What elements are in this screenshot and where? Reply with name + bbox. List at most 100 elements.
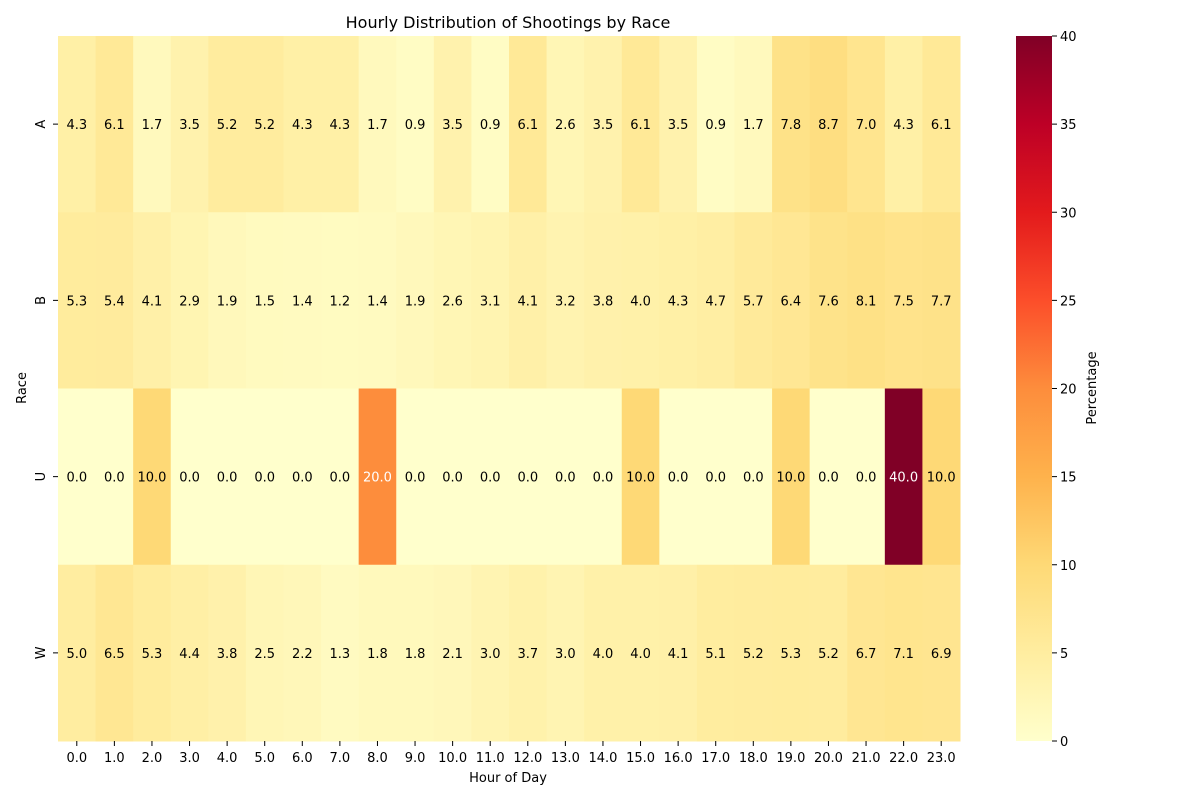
heatmap-cell <box>58 388 97 566</box>
heatmap-cell <box>922 36 961 213</box>
cell-value-label: 5.0 <box>66 647 87 662</box>
cell-value-label: 4.0 <box>630 647 651 662</box>
heatmap-cell <box>509 564 548 742</box>
cell-value-label: 6.7 <box>856 647 877 662</box>
cell-value-label: 4.3 <box>292 118 313 133</box>
x-tick-label: 11.0 <box>476 751 505 766</box>
x-axis-label: Hour of Day <box>469 771 547 786</box>
x-axis: 0.0 1.0 2.0 3.0 4.0 5.0 6.0 7.0 8.0 9.0 10.0 11.0 12… <box>66 741 956 766</box>
cell-value-label: 6.1 <box>104 118 125 133</box>
heatmap-cell <box>809 36 848 213</box>
cell-value-label: 1.4 <box>367 294 388 309</box>
heatmap-cell <box>433 36 472 213</box>
x-tick-label: 15.0 <box>626 751 655 766</box>
cell-value-label: 20.0 <box>363 471 392 486</box>
x-tick-label: 19.0 <box>776 751 805 766</box>
x-tick-label: 0.0 <box>66 751 87 766</box>
cell-value-label: 5.4 <box>104 294 125 309</box>
heatmap-cell <box>358 564 397 742</box>
heatmap-cell <box>133 212 172 389</box>
heatmap-cell <box>58 36 97 213</box>
cell-value-label: 0.0 <box>705 471 726 486</box>
heatmap-cell <box>208 212 247 389</box>
heatmap-cell <box>509 388 548 566</box>
cell-value-label: 7.1 <box>893 647 914 662</box>
heatmap-cell <box>884 212 923 389</box>
heatmap-cell <box>471 36 510 213</box>
cell-value-label: 6.5 <box>104 647 125 662</box>
cell-value-label: 5.3 <box>142 647 163 662</box>
chart-title: Hourly Distribution of Shootings by Race <box>346 13 671 32</box>
heatmap-cell <box>584 564 623 742</box>
heatmap-cell <box>170 212 209 389</box>
heatmap-cell <box>358 36 397 213</box>
heatmap-cell <box>133 564 172 742</box>
heatmap-cell <box>283 388 322 566</box>
heatmap-cell <box>321 564 360 742</box>
heatmap-cell <box>245 36 284 213</box>
heatmap-cell-labels: 4.3 6.1 1.7 3.5 5.2 5.2 4.3 4.3 1.7 0.9 3.5 0.9 6.1 2… <box>66 118 955 662</box>
heatmap-cell <box>696 212 735 389</box>
heatmap-cell <box>321 212 360 389</box>
colorbar-label: Percentage <box>1085 351 1100 424</box>
cell-value-label: 1.7 <box>142 118 163 133</box>
cell-value-label: 7.0 <box>856 118 877 133</box>
heatmap-cell <box>734 564 773 742</box>
x-tick-label: 13.0 <box>551 751 580 766</box>
cell-value-label: 0.0 <box>442 471 463 486</box>
cell-value-label: 0.0 <box>743 471 764 486</box>
x-tick-label: 9.0 <box>405 751 426 766</box>
cell-value-label: 5.3 <box>66 294 87 309</box>
heatmap-cell <box>433 388 472 566</box>
heatmap-cell <box>471 564 510 742</box>
cell-value-label: 3.8 <box>217 647 238 662</box>
cell-value-label: 10.0 <box>927 471 956 486</box>
cell-value-label: 0.0 <box>668 471 689 486</box>
x-tick-label: 5.0 <box>254 751 275 766</box>
heatmap-cell <box>396 36 435 213</box>
heatmap-cell <box>621 212 660 389</box>
colorbar-tick-label: 10 <box>1060 559 1077 574</box>
cell-value-label: 2.1 <box>442 647 463 662</box>
colorbar-tick-label: 40 <box>1060 30 1077 45</box>
x-tick-label: 21.0 <box>852 751 881 766</box>
cell-value-label: 5.2 <box>254 118 275 133</box>
cell-value-label: 1.9 <box>405 294 426 309</box>
cell-value-label: 1.5 <box>254 294 275 309</box>
cell-value-label: 1.7 <box>367 118 388 133</box>
heatmap-cell <box>208 564 247 742</box>
cell-value-label: 1.4 <box>292 294 313 309</box>
heatmap-cell <box>58 212 97 389</box>
cell-value-label: 0.0 <box>292 471 313 486</box>
x-tick-label: 6.0 <box>292 751 313 766</box>
heatmap-cell <box>621 36 660 213</box>
cell-value-label: 5.2 <box>217 118 238 133</box>
heatmap-cell <box>659 212 698 389</box>
heatmap-cell <box>659 388 698 566</box>
heatmap-cell <box>245 212 284 389</box>
heatmap-cell <box>546 212 585 389</box>
cell-value-label: 4.0 <box>630 294 651 309</box>
x-tick-label: 18.0 <box>739 751 768 766</box>
x-tick-label: 7.0 <box>330 751 351 766</box>
x-tick-label: 12.0 <box>513 751 542 766</box>
cell-value-label: 7.7 <box>931 294 952 309</box>
heatmap-cell <box>283 564 322 742</box>
heatmap-cell <box>170 388 209 566</box>
cell-value-label: 4.3 <box>668 294 689 309</box>
heatmap-cell <box>659 36 698 213</box>
heatmap-cell <box>772 564 811 742</box>
heatmap-cell <box>358 388 397 566</box>
y-tick-label: A <box>34 120 49 129</box>
colorbar-tick-label: 0 <box>1060 735 1068 750</box>
heatmap-cell <box>509 212 548 389</box>
heatmap-cell <box>133 36 172 213</box>
heatmap-cell <box>584 36 623 213</box>
colorbar-gradient <box>1016 36 1052 741</box>
colorbar-tick-label: 35 <box>1060 118 1077 133</box>
heatmap-cell <box>208 36 247 213</box>
colorbar: 0 5 10 15 20 25 30 35 40 <box>1016 30 1077 750</box>
heatmap-cell <box>696 564 735 742</box>
cell-value-label: 10.0 <box>137 471 166 486</box>
cell-value-label: 4.1 <box>142 294 163 309</box>
